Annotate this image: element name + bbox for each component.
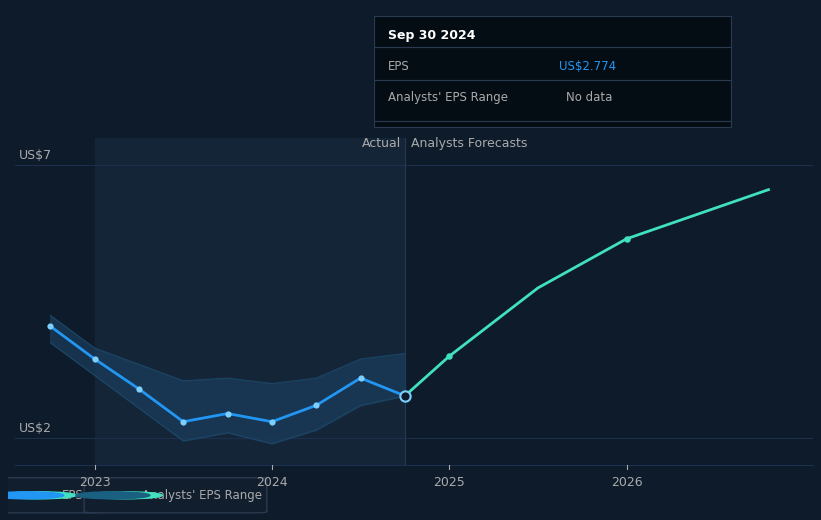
Text: Analysts Forecasts: Analysts Forecasts <box>411 137 528 150</box>
Text: EPS: EPS <box>62 489 83 502</box>
Circle shape <box>76 492 150 499</box>
Point <box>398 392 411 400</box>
Text: US$7: US$7 <box>19 149 52 162</box>
FancyBboxPatch shape <box>0 478 103 513</box>
Point <box>88 355 101 363</box>
Point <box>443 352 456 360</box>
Point <box>221 409 234 418</box>
Text: US$2.774: US$2.774 <box>559 60 617 73</box>
Text: Sep 30 2024: Sep 30 2024 <box>388 29 475 42</box>
Text: Analysts' EPS Range: Analysts' EPS Range <box>142 489 262 502</box>
Point <box>177 418 190 426</box>
Bar <box>94 138 405 465</box>
Text: Actual: Actual <box>362 137 401 150</box>
Circle shape <box>2 492 76 499</box>
Text: EPS: EPS <box>388 60 410 73</box>
Text: Analysts' EPS Range: Analysts' EPS Range <box>388 90 508 103</box>
Point <box>265 418 278 426</box>
Text: 2026: 2026 <box>611 476 642 489</box>
Text: 2025: 2025 <box>433 476 466 489</box>
Circle shape <box>89 492 163 499</box>
Point <box>398 392 411 400</box>
Point <box>354 374 367 382</box>
Text: No data: No data <box>566 90 612 103</box>
Point <box>310 401 323 410</box>
Circle shape <box>0 492 64 499</box>
FancyBboxPatch shape <box>85 478 267 513</box>
Text: 2024: 2024 <box>256 476 287 489</box>
Point <box>132 385 145 393</box>
Point <box>620 235 633 243</box>
Text: 2023: 2023 <box>79 476 110 489</box>
Point <box>44 322 57 330</box>
Text: US$2: US$2 <box>19 422 52 435</box>
